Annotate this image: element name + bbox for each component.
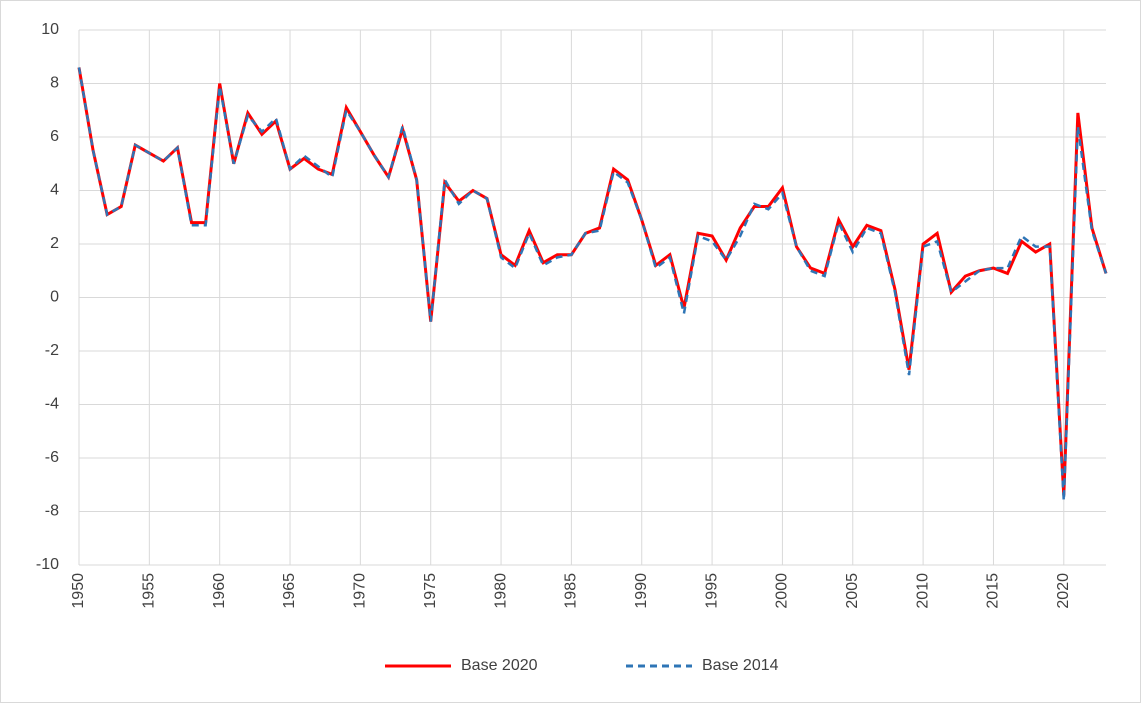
x-tick-label: 1965 <box>281 573 298 609</box>
y-tick-label: -10 <box>36 556 59 573</box>
y-tick-label: -6 <box>45 449 59 466</box>
x-tick-label: 1990 <box>633 573 650 609</box>
series-line <box>77 67 1108 501</box>
x-tick-label: 2015 <box>985 573 1002 609</box>
x-tick-label: 1985 <box>563 573 580 609</box>
legend-label: Base 2020 <box>461 657 538 674</box>
x-tick-label: 1995 <box>703 573 720 609</box>
y-tick-label: 0 <box>50 289 59 306</box>
y-tick-label: -2 <box>45 342 59 359</box>
x-tick-label: 1980 <box>492 573 509 609</box>
x-tick-label: 1970 <box>352 573 369 609</box>
y-tick-label: 10 <box>41 21 59 38</box>
x-tick-label: 2005 <box>844 573 861 609</box>
y-tick-label: 4 <box>50 182 59 199</box>
x-tick-label: 1975 <box>422 573 439 609</box>
y-tick-label: 2 <box>50 235 59 252</box>
x-tick-label: 2010 <box>914 573 931 609</box>
y-tick-label: -8 <box>45 503 59 520</box>
y-tick-label: 8 <box>50 75 59 92</box>
legend-label: Base 2014 <box>702 657 779 674</box>
series-line <box>77 67 1108 496</box>
x-tick-label: 1960 <box>211 573 228 609</box>
x-tick-label: 2000 <box>774 573 791 609</box>
y-tick-label: 6 <box>50 128 59 145</box>
x-tick-label: 1955 <box>141 573 158 609</box>
y-tick-label: -4 <box>45 396 59 413</box>
x-tick-label: 2020 <box>1055 573 1072 609</box>
x-tick-label: 1950 <box>70 573 87 609</box>
